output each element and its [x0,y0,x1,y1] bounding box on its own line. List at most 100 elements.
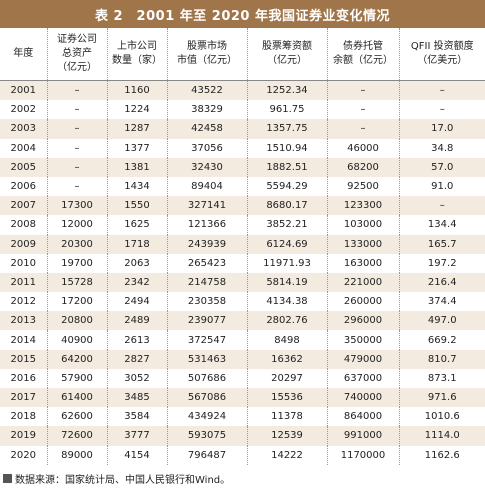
cell-market-cap: 243939 [167,234,248,254]
cell-equity-financing: 11971.93 [247,253,328,273]
cell-qfii-quota: 1010.6 [399,407,485,427]
cell-year: 2013 [0,311,48,331]
table-row: 2012 17200 2494 230358 4134.38 260000 374.4 [0,292,485,312]
cell-listed-count: 1377 [107,138,168,158]
cell-bond-custody: 92500 [327,176,400,197]
cell-broker-assets: – [47,138,108,158]
col-header-broker-assets: 证券公司 总资产 （亿元） [47,28,108,81]
col-header-year: 年度 [0,28,48,81]
cell-market-cap: 372547 [167,330,248,350]
cell-listed-count: 1160 [107,80,168,101]
table-row: 2008 12000 1625 121366 3852.21 103000 134.4 [0,215,485,235]
table-row: 2001–1160 43522 1252.34– – [0,80,485,101]
cell-listed-count: 1224 [107,100,168,120]
cell-year: 2003 [0,119,48,139]
cell-market-cap: 327141 [167,196,248,216]
cell-broker-assets: – [47,119,108,139]
cell-year: 2008 [0,215,48,235]
cell-year: 2018 [0,407,48,427]
cell-listed-count: 1625 [107,215,168,235]
source-text: 数据来源：国家统计局、中国人民银行和Wind。 [15,474,231,486]
col-header-bond-custody: 债券托管 余额（亿元） [327,28,400,81]
cell-year: 2001 [0,80,48,101]
table-row: 2003–1287 42458 1357.75–17.0 [0,119,485,139]
cell-bond-custody: – [327,80,400,101]
table-row: 2005–1381 32430 1882.51 68200 57.0 [0,157,485,177]
table-row: 2002–1224 38329 961.75– – [0,100,485,120]
cell-equity-financing: 11378 [247,407,328,427]
cell-bond-custody: 221000 [327,272,400,293]
cell-qfii-quota: – [399,100,485,120]
cell-year: 2002 [0,100,48,120]
table-row: 2016 57900 3052 507686 20297 637000 873.1 [0,368,485,388]
cell-broker-assets: – [47,100,108,120]
cell-qfii-quota: 1114.0 [399,426,485,446]
cell-listed-count: 1718 [107,234,168,254]
cell-listed-count: 1434 [107,176,168,197]
cell-equity-financing: 14222 [247,445,328,465]
cell-equity-financing: 1882.51 [247,157,328,177]
cell-bond-custody: 133000 [327,234,400,254]
cell-listed-count: 3777 [107,426,168,446]
cell-broker-assets: 15728 [47,272,108,293]
cell-market-cap: 214758 [167,272,248,293]
cell-bond-custody: 991000 [327,426,400,446]
cell-broker-assets: 40900 [47,330,108,350]
cell-year: 2020 [0,445,48,465]
cell-bond-custody: 68200 [327,157,400,177]
cell-equity-financing: 5594.29 [247,176,328,197]
cell-broker-assets: 17300 [47,196,108,216]
col-header-qfii-quota: QFII 投资额度 （亿美元） [410,41,474,66]
cell-year: 2011 [0,272,48,293]
cell-qfii-quota: 971.6 [399,388,485,408]
cell-bond-custody: – [327,100,400,120]
cell-market-cap: 89404 [167,176,248,197]
cell-market-cap: 796487 [167,445,248,465]
col-header-equity-financing: 股票筹资额 （亿元） [247,28,328,81]
table-row: 2006–1434 89404 5594.29 92500 91.0 [0,176,485,197]
cell-market-cap: 38329 [167,100,248,120]
col-header-market-cap: 股票市场 市值（亿元） [167,28,248,81]
table-row: 2007 17300 1550 327141 8680.17 123300– [0,196,485,216]
table-row: 2010 19700 2063 265423 11971.93 163000 197.2 [0,253,485,273]
cell-broker-assets: 72600 [47,426,108,446]
cell-year: 2012 [0,292,48,312]
cell-equity-financing: 20297 [247,368,328,388]
cell-broker-assets: 20300 [47,234,108,254]
table-row: 2013 20800 2489 239077 2802.76 296000 497.0 [0,311,485,331]
cell-qfii-quota: 17.0 [399,119,485,139]
cell-qfii-quota: 134.4 [399,215,485,235]
cell-year: 2009 [0,234,48,254]
cell-qfii-quota: 165.7 [399,234,485,254]
cell-market-cap: 531463 [167,349,248,369]
cell-qfii-quota: 374.4 [399,292,485,312]
cell-bond-custody: 46000 [327,138,400,158]
cell-bond-custody: 1170000 [327,445,400,465]
cell-qfii-quota: 197.2 [399,253,485,273]
cell-market-cap: 434924 [167,407,248,427]
cell-year: 2007 [0,196,48,216]
cell-equity-financing: 2802.76 [247,311,328,331]
cell-listed-count: 4154 [107,445,168,465]
cell-equity-financing: 1252.34 [247,80,328,101]
cell-broker-assets: 17200 [47,292,108,312]
cell-equity-financing: 4134.38 [247,292,328,312]
cell-equity-financing: 1510.94 [247,138,328,158]
square-bullet-icon [3,473,12,483]
cell-year: 2016 [0,368,48,388]
table-row: 2020 89000 4154 796487 14222 1170000 1162.6 [0,445,485,465]
cell-qfii-quota: 669.2 [399,330,485,350]
table-row: 2017 61400 3485 567086 15536 740000 971.6 [0,388,485,408]
cell-market-cap: 265423 [167,253,248,273]
cell-year: 2010 [0,253,48,273]
cell-listed-count: 1550 [107,196,168,216]
cell-bond-custody: 479000 [327,349,400,369]
cell-market-cap: 37056 [167,138,248,158]
cell-market-cap: 239077 [167,311,248,331]
cell-equity-financing: 5814.19 [247,272,328,293]
cell-listed-count: 2489 [107,311,168,331]
table-title: 表 2 2001 年至 2020 年我国证券业变化情况 [0,0,485,28]
securities-table: 年度 证券公司 总资产 （亿元） 上市公司 数量（家） 股票市场 市值（亿元） … [0,28,485,465]
cell-equity-financing: 16362 [247,349,328,369]
cell-broker-assets: – [47,80,108,101]
